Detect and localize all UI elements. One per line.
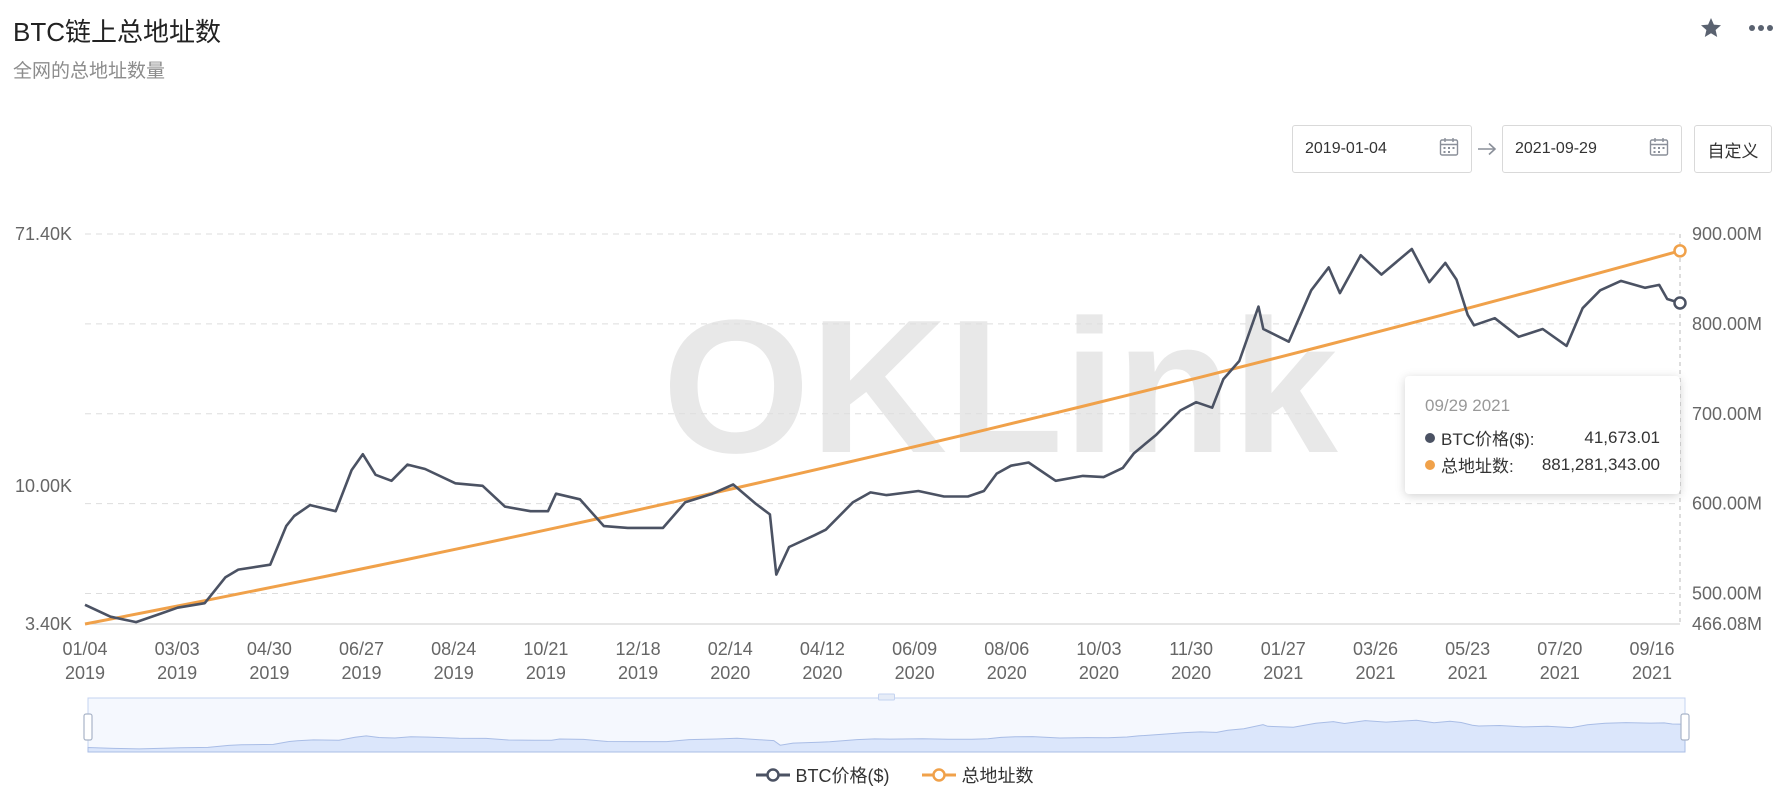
series-point-addresses-last <box>1673 244 1687 258</box>
x-axis-tick-label: 06/09 2020 <box>892 639 937 683</box>
slider-mini-area <box>87 719 1686 753</box>
x-axis-tick-label: 11/30 2020 <box>1169 639 1213 683</box>
legend-item-addr[interactable]: 总地址数 <box>921 762 1034 788</box>
grid-lines <box>85 233 1681 625</box>
right-y-axis: 466.08M 500.00M 600.00M 700.00M 800.00M 900.0… <box>1692 224 1762 634</box>
x-axis-tick-label: 08/24 2019 <box>431 639 476 683</box>
tooltip-dot-addr <box>1425 459 1435 470</box>
start-date-value: 2019-01-04 <box>1305 140 1387 157</box>
top-actions <box>1697 14 1775 42</box>
x-axis-tick-label: 08/06 2020 <box>984 639 1029 683</box>
tooltip-label-btc: BTC价格($): <box>1441 430 1535 449</box>
custom-range-button[interactable]: 自定义 <box>1694 125 1772 173</box>
page-subtitle: 全网的总地址数量 <box>13 61 166 82</box>
right-axis-tick-label: 600.00M <box>1692 494 1762 514</box>
left-y-axis: 3.40K 10.00K 71.40K <box>15 224 72 634</box>
x-axis-tick-label: 10/21 2019 <box>523 639 568 683</box>
slider-handle-right[interactable] <box>1680 713 1690 741</box>
legend-line-circle-icon <box>755 768 790 782</box>
arrow-right-icon <box>1472 142 1502 156</box>
left-axis-tick-label: 10.00K <box>15 476 72 496</box>
tooltip-label-addr: 总地址数: <box>1441 457 1514 476</box>
x-axis-tick-label: 03/03 2019 <box>155 639 200 683</box>
calendar-icon <box>1439 137 1459 162</box>
right-axis-tick-label: 500.00M <box>1692 584 1762 604</box>
zoom-slider <box>83 693 1690 753</box>
x-axis-tick-label: 06/27 2019 <box>339 639 384 683</box>
chart-legend: BTC价格($) 总地址数 <box>0 762 1789 788</box>
tooltip-dot-btc <box>1425 432 1435 443</box>
chart-tooltip: 09/29 2021 BTC价格($): 41,673.01 总地址数: 881… <box>1405 376 1680 494</box>
slider-handle-left[interactable] <box>83 713 93 741</box>
calendar-icon <box>1649 137 1669 162</box>
series-point-btc-last <box>1673 296 1687 310</box>
legend-label-btc: BTC价格($) <box>795 766 890 786</box>
x-axis: 01/04 2019 03/03 2019 04/30 2019 06/27 2019 08/2… <box>62 639 1674 683</box>
left-axis-tick-label: 71.40K <box>15 224 72 244</box>
star-icon[interactable] <box>1697 14 1725 42</box>
tooltip-value-btc: 41,673.01 <box>1584 427 1660 447</box>
end-date-value: 2021-09-29 <box>1515 140 1597 157</box>
start-date-input[interactable]: 2019-01-04 <box>1292 125 1472 173</box>
tooltip-date: 09/29 2021 <box>1425 396 1511 415</box>
left-axis-tick-label: 3.40K <box>25 614 72 634</box>
right-axis-tick-label: 700.00M <box>1692 404 1762 424</box>
end-date-input[interactable]: 2021-09-29 <box>1502 125 1682 173</box>
date-range-picker: 2019-01-04 2021-09-29 自定义 <box>1292 125 1772 173</box>
tooltip-row-btc: BTC价格($): 41,673.01 <box>1425 424 1660 451</box>
more-icon[interactable] <box>1747 14 1775 42</box>
x-axis-tick-label: 09/16 2021 <box>1629 639 1674 683</box>
x-axis-tick-label: 12/18 2019 <box>616 639 661 683</box>
tooltip-value-addr: 881,281,343.00 <box>1541 454 1660 474</box>
x-axis-tick-label: 07/20 2021 <box>1537 639 1582 683</box>
x-axis-tick-label: 01/04 2019 <box>62 639 107 683</box>
tooltip-row-addr: 总地址数: 881,281,343.00 <box>1425 451 1660 478</box>
legend-item-btc[interactable]: BTC价格($) <box>755 762 890 788</box>
watermark: OKLink <box>662 281 1338 493</box>
x-axis-tick-label: 04/30 2019 <box>247 639 292 683</box>
series-line-addresses <box>84 249 1681 626</box>
x-axis-tick-label: 05/23 2021 <box>1445 639 1490 683</box>
x-axis-tick-label: 01/27 2021 <box>1261 639 1306 683</box>
x-axis-tick-label: 10/03 2020 <box>1076 639 1121 683</box>
series-layer <box>84 244 1687 626</box>
page-title: BTC链上总地址数 <box>13 17 222 47</box>
series-line-btc-price <box>84 247 1681 624</box>
x-axis-tick-label: 04/12 2020 <box>800 639 845 683</box>
slider-grip-top[interactable] <box>878 693 895 701</box>
legend-line-circle-icon <box>921 768 956 782</box>
x-axis-tick-label: 02/14 2020 <box>708 639 753 683</box>
right-axis-tick-label: 800.00M <box>1692 314 1762 334</box>
x-axis-tick-label: 03/26 2021 <box>1353 639 1398 683</box>
right-axis-tick-label: 466.08M <box>1692 614 1762 634</box>
legend-label-addr: 总地址数 <box>961 766 1034 786</box>
right-axis-tick-label: 900.00M <box>1692 224 1762 244</box>
